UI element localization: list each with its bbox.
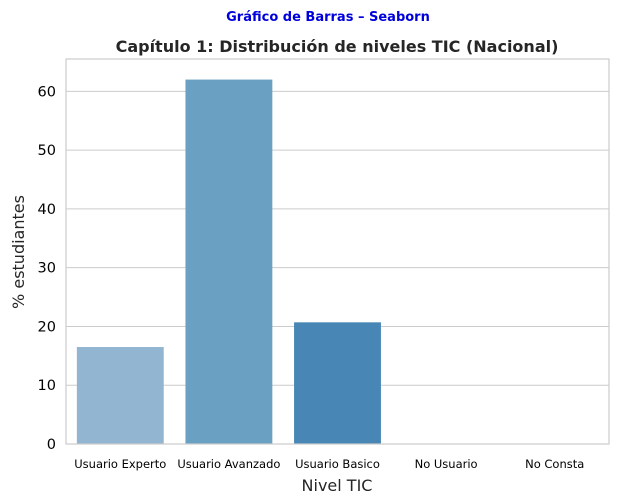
x-tick-label: Usuario Experto (74, 457, 166, 471)
y-tick-label: 20 (38, 319, 56, 335)
x-axis-label: Nivel TIC (302, 476, 373, 495)
y-tick-label: 0 (47, 437, 56, 453)
bar (76, 347, 164, 444)
bars-group (76, 79, 381, 445)
figure-suptitle: Gráfico de Barras – Seaborn (226, 10, 430, 25)
y-tick-label: 10 (38, 378, 56, 394)
x-tick-label: No Consta (525, 457, 584, 471)
y-tick-label: 50 (38, 143, 56, 159)
x-tick-label: Usuario Avanzado (177, 457, 280, 471)
x-tick-label: Usuario Basico (295, 457, 380, 471)
x-tick-label: No Usuario (415, 457, 478, 471)
y-tick-label: 60 (38, 84, 56, 100)
x-tick-labels: Usuario Experto Usuario Avanzado Usuario B… (74, 457, 584, 471)
y-tick-labels: 0 10 20 30 40 50 60 (38, 84, 56, 453)
chart-title: Capítulo 1: Distribución de niveles TIC … (116, 37, 559, 56)
y-tick-label: 30 (38, 261, 56, 277)
bar (294, 322, 381, 444)
y-tick-label: 40 (38, 202, 56, 218)
y-axis-label: % estudiantes (9, 195, 28, 309)
bar (185, 79, 273, 445)
plot-frame (65, 58, 610, 445)
